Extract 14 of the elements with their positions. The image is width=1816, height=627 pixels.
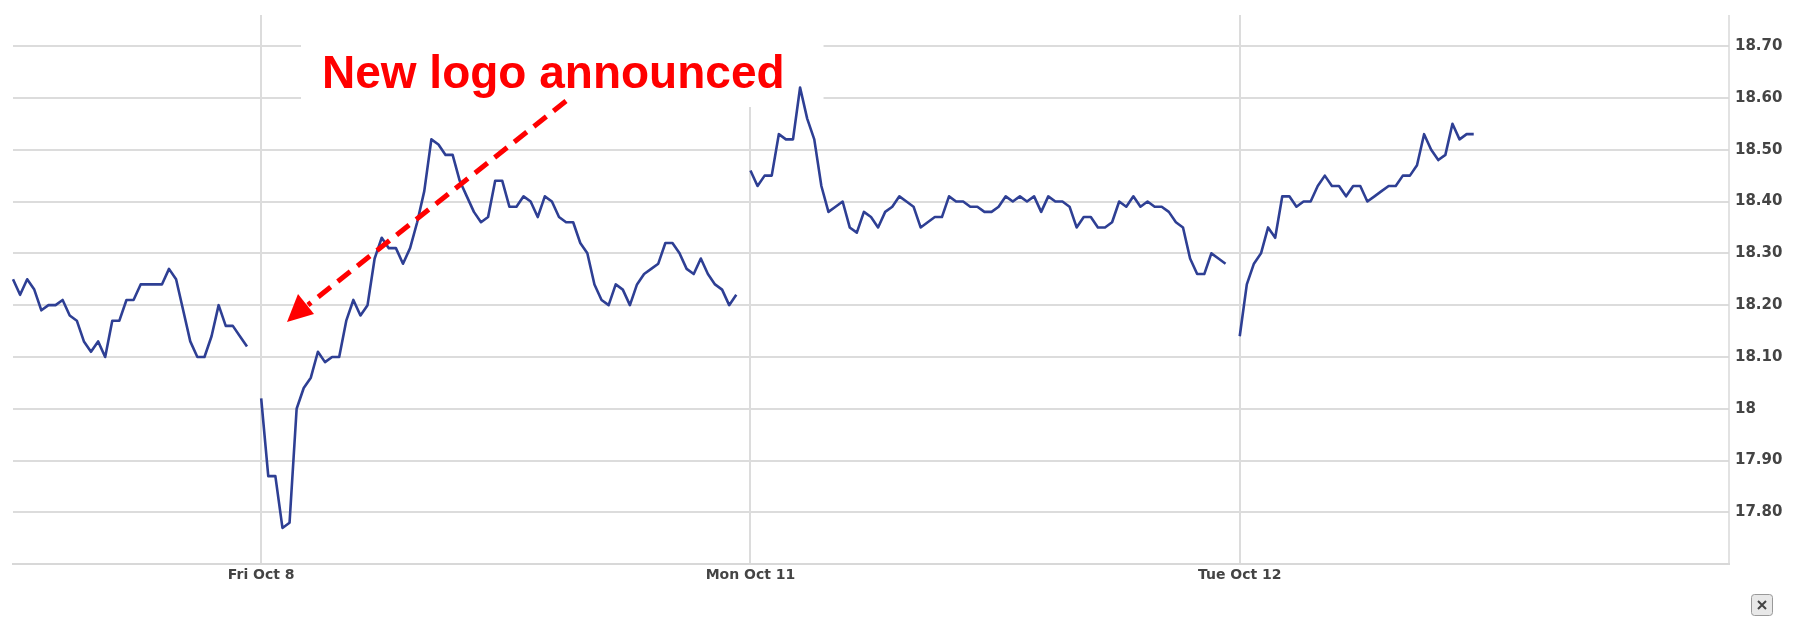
y-tick-label: 18.50 [1735,139,1783,158]
x-tick-label: Tue Oct 12 [1197,566,1282,583]
y-tick-label: 18 [1735,398,1756,417]
y-tick-label: 17.90 [1735,450,1783,469]
y-tick-label: 18.40 [1735,191,1783,210]
y-tick-label: 17.80 [1735,502,1783,521]
y-tick-label: 18.10 [1735,346,1783,365]
y-tick-label: 18.70 [1735,35,1783,54]
x-tick-label: Fri Oct 8 [227,566,295,583]
y-tick-label: 18.60 [1735,87,1783,106]
annotation: New logo announced [322,46,785,98]
x-tick-label: Mon Oct 11 [705,566,796,583]
y-tick-label: 18.30 [1735,243,1783,262]
y-tick-label: 18.20 [1735,295,1783,314]
